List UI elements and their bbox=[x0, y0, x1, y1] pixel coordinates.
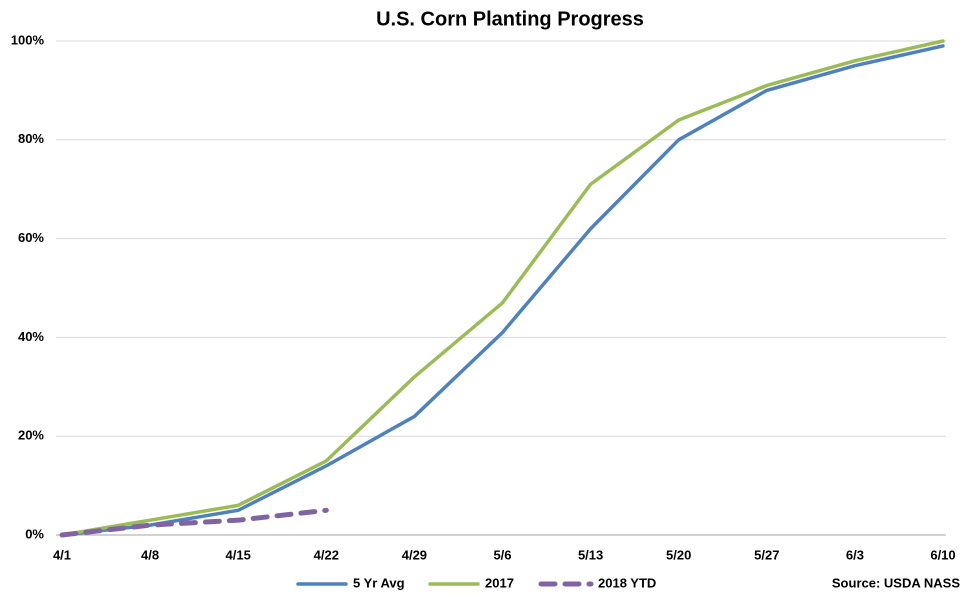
legend-label: 2018 YTD bbox=[598, 575, 656, 590]
series-line bbox=[60, 44, 945, 537]
x-tick-label: 4/1 bbox=[53, 547, 71, 562]
y-tick-label: 40% bbox=[18, 329, 44, 344]
x-tick-label: 4/8 bbox=[141, 547, 159, 562]
source-note: Source: USDA NASS bbox=[832, 575, 960, 590]
legend-label: 5 Yr Avg bbox=[353, 575, 405, 590]
x-tick-label: 5/13 bbox=[578, 547, 603, 562]
y-tick-label: 100% bbox=[11, 32, 45, 47]
y-tick-label: 20% bbox=[18, 428, 44, 443]
x-tick-label: 5/27 bbox=[754, 547, 779, 562]
x-tick-label: 5/20 bbox=[666, 547, 691, 562]
chart-title: U.S. Corn Planting Progress bbox=[376, 8, 644, 30]
x-tick-label: 6/10 bbox=[930, 547, 955, 562]
x-tick-label: 4/29 bbox=[402, 547, 427, 562]
y-tick-label: 80% bbox=[18, 131, 44, 146]
x-tick-label: 4/22 bbox=[314, 547, 339, 562]
legend-label: 2017 bbox=[485, 575, 514, 590]
x-tick-label: 4/15 bbox=[226, 547, 251, 562]
x-tick-label: 6/3 bbox=[846, 547, 864, 562]
series-line bbox=[60, 39, 945, 537]
y-tick-label: 0% bbox=[25, 526, 44, 541]
series-line bbox=[59, 507, 329, 538]
y-tick-label: 60% bbox=[18, 230, 44, 245]
x-tick-label: 5/6 bbox=[493, 547, 511, 562]
